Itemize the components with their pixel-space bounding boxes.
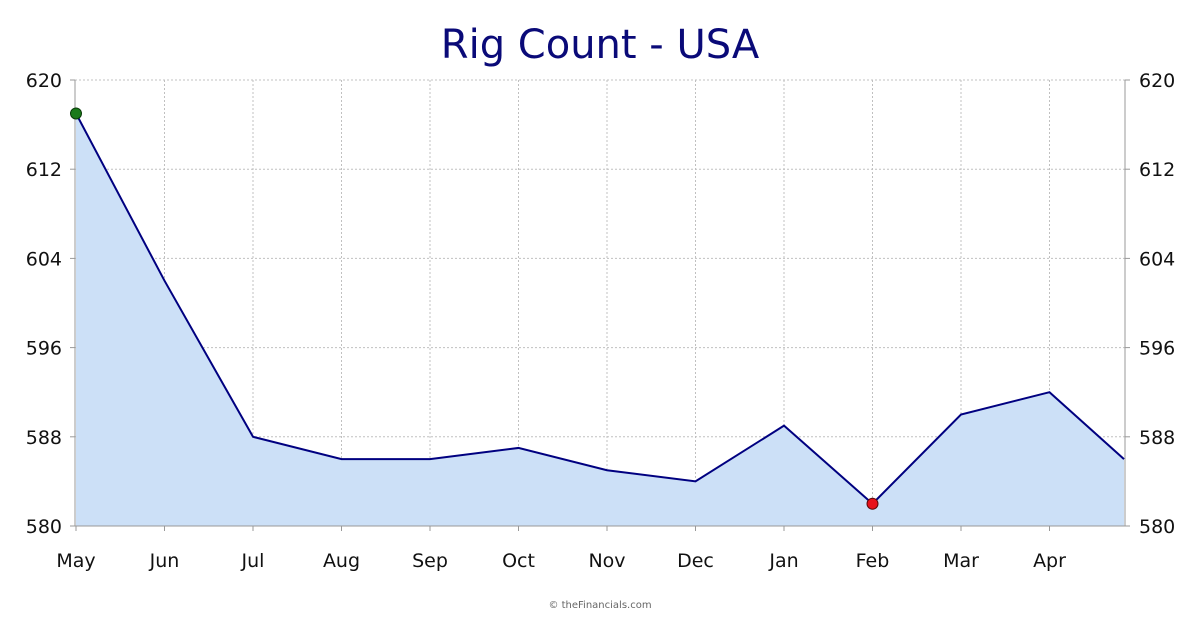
- x-tick-label: Dec: [677, 550, 714, 572]
- x-tick-label: Sep: [412, 550, 448, 572]
- y-tick-label-right: 596: [1139, 338, 1175, 360]
- max-point-marker: [70, 107, 82, 120]
- x-axis-ticks: May Jun Jul Aug Sep Oct Nov Dec Jan Feb Mar Apr: [56, 526, 1066, 572]
- x-tick-label: Jan: [768, 550, 798, 572]
- y-tick-label-left: 604: [26, 248, 62, 270]
- y-tick-label-right: 580: [1139, 516, 1175, 538]
- x-tick-label: Jul: [241, 550, 265, 572]
- y-axis-left-ticks: 580 588 596 604 612 620: [26, 70, 75, 538]
- x-tick-label: Mar: [943, 550, 979, 572]
- y-tick-label-right: 604: [1139, 248, 1175, 270]
- axes: [74, 80, 1126, 527]
- x-tick-label: Aug: [323, 550, 360, 572]
- y-tick-label-right: 612: [1139, 159, 1175, 181]
- min-point-marker: [866, 497, 879, 510]
- x-tick-label: Oct: [502, 550, 535, 572]
- y-tick-label-left: 596: [26, 338, 62, 360]
- credit-text: © theFinancials.com: [548, 600, 651, 611]
- series-line: [75, 112, 1125, 506]
- y-tick-label-left: 612: [26, 159, 62, 181]
- x-tick-label: Nov: [588, 550, 625, 572]
- y-tick-label-left: 620: [26, 70, 62, 92]
- y-tick-label-right: 620: [1139, 70, 1175, 92]
- y-tick-label-right: 588: [1139, 427, 1175, 449]
- chart-title: Rig Count - USA: [441, 22, 760, 68]
- x-tick-label: Jun: [149, 550, 180, 572]
- series-line-layer: [75, 112, 1125, 506]
- highlight-markers: [70, 107, 879, 510]
- x-tick-label: Feb: [856, 550, 890, 572]
- series-area-layer: [76, 113, 1124, 526]
- series-area: [76, 113, 1124, 526]
- y-tick-label-left: 588: [26, 427, 62, 449]
- x-tick-label: Apr: [1033, 550, 1066, 572]
- y-tick-label-left: 580: [26, 516, 62, 538]
- y-axis-right-ticks: 580 588 596 604 612 620: [1125, 70, 1175, 538]
- x-tick-label: May: [56, 550, 95, 572]
